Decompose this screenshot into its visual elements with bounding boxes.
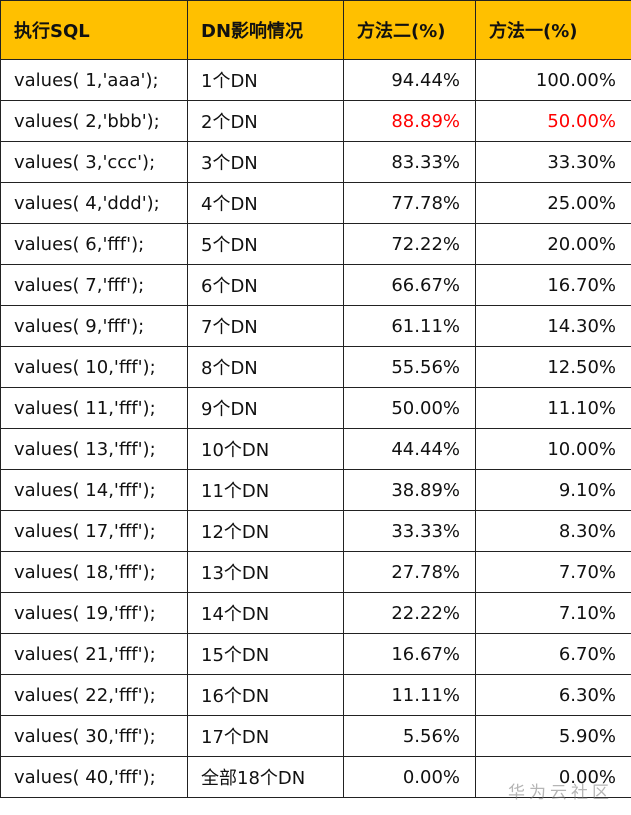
table-row: values( 30,'fff'); 17个DN 5.56% 5.90% [0, 715, 631, 757]
table-row: values( 40,'fff'); 全部18个DN 0.00% 0.00% [0, 756, 631, 798]
table-cell: 72.22% [343, 223, 476, 265]
table-cell: 11个DN [187, 469, 344, 511]
header-cell: 方法一(%) [475, 0, 631, 60]
table-cell: 9.10% [475, 469, 631, 511]
table-cell: 2个DN [187, 100, 344, 142]
header-cell: 执行SQL [0, 0, 188, 60]
table-row: values( 18,'fff'); 13个DN 27.78% 7.70% [0, 551, 631, 593]
table-cell: 0.00% [475, 756, 631, 798]
table-cell: 16个DN [187, 674, 344, 716]
header-cell: DN影响情况 [187, 0, 344, 60]
table-row: values( 2,'bbb'); 2个DN 88.89% 50.00% [0, 100, 631, 142]
table-cell: values( 1,'aaa'); [0, 59, 188, 101]
table-cell: 1个DN [187, 59, 344, 101]
table-cell: 38.89% [343, 469, 476, 511]
table-cell: 6.30% [475, 674, 631, 716]
table-cell: 25.00% [475, 182, 631, 224]
table-cell: 5.56% [343, 715, 476, 757]
table-cell: 11.10% [475, 387, 631, 429]
table-cell: 17个DN [187, 715, 344, 757]
header-cell: 方法二(%) [343, 0, 476, 60]
table-row: values( 6,'fff'); 5个DN 72.22% 20.00% [0, 223, 631, 265]
table-cell: 16.67% [343, 633, 476, 675]
table-cell: 14.30% [475, 305, 631, 347]
table-cell: values( 13,'fff'); [0, 428, 188, 470]
table-cell: values( 7,'fff'); [0, 264, 188, 306]
table-cell: 3个DN [187, 141, 344, 183]
table-cell: 16.70% [475, 264, 631, 306]
table-cell: 12个DN [187, 510, 344, 552]
watermark: 华为云社区 [508, 783, 613, 803]
table-cell: 6.70% [475, 633, 631, 675]
table-row: values( 3,'ccc'); 3个DN 83.33% 33.30% [0, 141, 631, 183]
table-cell: 55.56% [343, 346, 476, 388]
table-row: values( 14,'fff'); 11个DN 38.89% 9.10% [0, 469, 631, 511]
header-row: 执行SQL DN影响情况 方法二(%) 方法一(%) [0, 0, 631, 60]
table-cell: values( 21,'fff'); [0, 633, 188, 675]
table-cell: 10.00% [475, 428, 631, 470]
table-cell: 77.78% [343, 182, 476, 224]
table-cell: values( 3,'ccc'); [0, 141, 188, 183]
table-cell: 4个DN [187, 182, 344, 224]
table-cell: 100.00% [475, 59, 631, 101]
table-cell: 94.44% [343, 59, 476, 101]
table-cell: values( 6,'fff'); [0, 223, 188, 265]
table-cell: 5.90% [475, 715, 631, 757]
table-row: values( 11,'fff'); 9个DN 50.00% 11.10% [0, 387, 631, 429]
table-row: values( 10,'fff'); 8个DN 55.56% 12.50% [0, 346, 631, 388]
table-cell: values( 40,'fff'); [0, 756, 188, 798]
table-cell: 20.00% [475, 223, 631, 265]
table-cell: 7.10% [475, 592, 631, 634]
table-cell: 10个DN [187, 428, 344, 470]
table-cell: values( 30,'fff'); [0, 715, 188, 757]
table-cell: 61.11% [343, 305, 476, 347]
table-cell: 8个DN [187, 346, 344, 388]
table-cell: values( 9,'fff'); [0, 305, 188, 347]
table-cell: 0.00% [343, 756, 476, 798]
table-cell: values( 11,'fff'); [0, 387, 188, 429]
table-cell: 全部18个DN [187, 756, 344, 798]
table-row: values( 21,'fff'); 15个DN 16.67% 6.70% [0, 633, 631, 675]
table-row: values( 17,'fff'); 12个DN 33.33% 8.30% [0, 510, 631, 552]
table-cell: values( 14,'fff'); [0, 469, 188, 511]
table-cell: 15个DN [187, 633, 344, 675]
table-body: values( 1,'aaa'); 1个DN 94.44% 100.00% values… [0, 59, 631, 798]
table-cell: 14个DN [187, 592, 344, 634]
table-cell: 8.30% [475, 510, 631, 552]
data-table: 执行SQL DN影响情况 方法二(%) 方法一(%) values( 1,'aaa')… [0, 0, 631, 798]
table-row: values( 7,'fff'); 6个DN 66.67% 16.70% [0, 264, 631, 306]
table-cell: 12.50% [475, 346, 631, 388]
table-row: values( 4,'ddd'); 4个DN 77.78% 25.00% [0, 182, 631, 224]
table-row: values( 9,'fff'); 7个DN 61.11% 14.30% [0, 305, 631, 347]
table-cell: 83.33% [343, 141, 476, 183]
table-cell: 7.70% [475, 551, 631, 593]
table-cell: 6个DN [187, 264, 344, 306]
table-row: values( 22,'fff'); 16个DN 11.11% 6.30% [0, 674, 631, 716]
table-cell: 13个DN [187, 551, 344, 593]
table-cell: values( 17,'fff'); [0, 510, 188, 552]
table-cell: values( 22,'fff'); [0, 674, 188, 716]
table-cell: 50.00% [343, 387, 476, 429]
table-cell: 22.22% [343, 592, 476, 634]
table-cell: 44.44% [343, 428, 476, 470]
table-cell: 33.33% [343, 510, 476, 552]
table-cell: 33.30% [475, 141, 631, 183]
table-cell: 50.00% [475, 100, 631, 142]
table-cell: 27.78% [343, 551, 476, 593]
table-cell: values( 19,'fff'); [0, 592, 188, 634]
table-cell: 11.11% [343, 674, 476, 716]
table-cell: values( 10,'fff'); [0, 346, 188, 388]
table-row: values( 1,'aaa'); 1个DN 94.44% 100.00% [0, 59, 631, 101]
table-cell: values( 4,'ddd'); [0, 182, 188, 224]
table-row: values( 19,'fff'); 14个DN 22.22% 7.10% [0, 592, 631, 634]
table-cell: 5个DN [187, 223, 344, 265]
table-cell: 7个DN [187, 305, 344, 347]
table-cell: values( 18,'fff'); [0, 551, 188, 593]
table-cell: values( 2,'bbb'); [0, 100, 188, 142]
table-cell: 9个DN [187, 387, 344, 429]
table-row: values( 13,'fff'); 10个DN 44.44% 10.00% [0, 428, 631, 470]
table-cell: 88.89% [343, 100, 476, 142]
table-cell: 66.67% [343, 264, 476, 306]
